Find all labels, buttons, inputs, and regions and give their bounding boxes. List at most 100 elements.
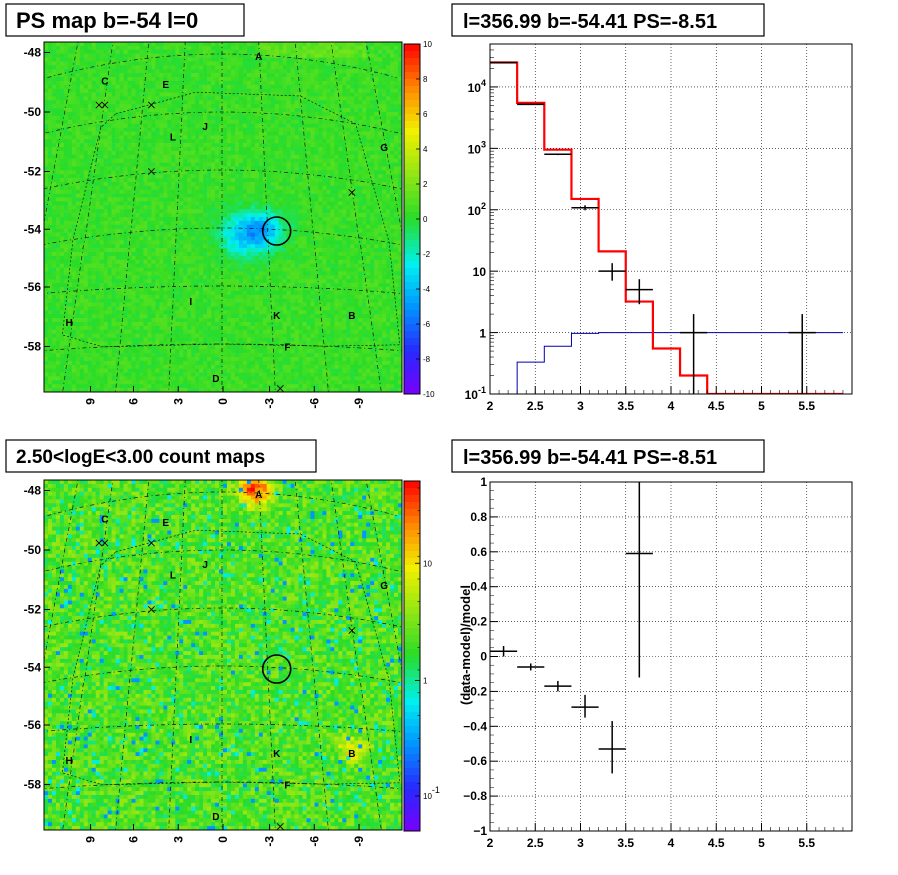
source-label-f: F <box>284 343 290 354</box>
residual-point <box>625 482 653 678</box>
y-tick-label: 0.2 <box>470 615 487 629</box>
residual-panel: l=356.99 b=-54.41 PS=-8.51 (data-model)/… <box>451 439 853 850</box>
excluded-source-marker <box>348 188 356 197</box>
colorbar-tick-label: 1 <box>423 677 428 686</box>
excluded-source-marker <box>95 101 103 109</box>
source-label-b: B <box>348 749 355 760</box>
x-tick-label: 0 <box>216 836 230 843</box>
y-tick-label: -48 <box>24 46 42 60</box>
colorbar-tick-label: 10 <box>423 40 432 49</box>
target-circle <box>261 654 292 684</box>
residual-title: l=356.99 b=-54.41 PS=-8.51 <box>463 447 717 469</box>
excluded-source-marker <box>101 101 109 109</box>
x-tick-label: 3.5 <box>617 399 634 413</box>
x-tick-label: 6 <box>127 398 141 405</box>
colorbar-tick-label: -2 <box>423 250 431 259</box>
y-tick-label: −1 <box>473 824 487 838</box>
residual-ylabel: (data-model)/model <box>458 585 473 705</box>
x-tick-label: -3 <box>263 836 277 847</box>
y-tick-label: -52 <box>24 165 42 179</box>
y-tick-label: 0.4 <box>470 580 487 594</box>
count-map-axes: -48 -50 -52 -54 -56 -58 9 6 3 0 -3 -6 -9 <box>24 484 366 847</box>
source-label-g: G <box>380 143 388 154</box>
colorbar-tick-label: 8 <box>423 75 428 84</box>
colorbar-tick-label: -8 <box>423 355 431 364</box>
colorbar-tick-label: -4 <box>423 285 431 294</box>
y-tick-label: 1 <box>480 475 487 489</box>
data-point <box>788 314 816 394</box>
excluded-source-marker <box>147 605 155 614</box>
excluded-source-marker <box>147 167 155 176</box>
x-tick-label: 4 <box>668 836 675 850</box>
y-tick-label: −0.8 <box>463 789 487 803</box>
x-tick-label: 5 <box>758 836 765 850</box>
colorbar-tick-label: 10-1 <box>423 785 440 801</box>
excluded-source-marker <box>147 101 155 109</box>
source-label-a: A <box>255 490 262 501</box>
ps-map-title: PS map b=-54 l=0 <box>16 8 198 33</box>
y-tick-label: -50 <box>24 105 42 119</box>
source-label-f: F <box>284 781 290 792</box>
y-tick-label: 102 <box>468 201 486 218</box>
y-tick-label: -58 <box>24 340 42 354</box>
x-tick-label: 6 <box>127 836 141 843</box>
colorbar-tick-label: 6 <box>423 110 428 119</box>
x-tick-label: 2 <box>487 836 494 850</box>
x-tick-label: 4.5 <box>708 399 725 413</box>
x-tick-label: 2 <box>487 399 494 413</box>
source-label-j: J <box>202 122 208 133</box>
y-tick-label: −0.4 <box>463 719 487 733</box>
source-label-d: D <box>212 374 219 385</box>
x-tick-label: 3 <box>577 399 584 413</box>
x-tick-label: 3 <box>171 398 185 405</box>
source-label-j: J <box>202 560 208 571</box>
source-label-h: H <box>65 756 72 767</box>
x-tick-label: 3.5 <box>617 836 634 850</box>
source-label-l: L <box>170 133 176 144</box>
ps-map-axes: -48 -50 -52 -54 -56 -58 9 6 3 0 -3 -6 -9 <box>24 46 366 409</box>
x-tick-label: 3 <box>171 836 185 843</box>
ps-map-panel: PS map b=-54 l=0 A B C D E F G H I J K L 10 8 6 4 2 0 -2 -… <box>5 3 435 409</box>
x-tick-label: -9 <box>352 398 366 409</box>
spectrum-panel: l=356.99 b=-54.41 PS=-8.51 2 2.5 3 3.5 4 4.5 5… <box>451 3 853 413</box>
residual-point <box>490 646 518 657</box>
y-tick-label: 10 <box>473 265 487 279</box>
x-tick-label: 5 <box>758 399 765 413</box>
excluded-source-marker <box>276 384 284 392</box>
y-tick-label: -58 <box>24 778 42 792</box>
x-tick-label: 4.5 <box>708 836 725 850</box>
residual-title-box <box>451 439 765 473</box>
source-label-k: K <box>273 749 281 760</box>
source-label-l: L <box>170 571 176 582</box>
y-tick-label: -56 <box>24 280 42 294</box>
source-label-c: C <box>101 515 108 526</box>
colorbar-tick-label: -10 <box>423 390 435 399</box>
source-label-e: E <box>162 518 169 529</box>
data-point <box>544 153 572 156</box>
source-label-i: I <box>189 297 192 308</box>
y-tick-label: −0.6 <box>463 754 487 768</box>
colorbar-tick-label: -6 <box>423 320 431 329</box>
residual-point <box>544 680 572 692</box>
data-point <box>517 103 545 106</box>
excluded-source-marker <box>276 822 284 830</box>
colorbar-tick-label: 4 <box>423 145 428 154</box>
x-tick-label: -9 <box>352 836 366 847</box>
colorbar-tick-label: 0 <box>423 215 428 224</box>
count-map-title-box <box>5 439 317 473</box>
y-tick-label: 0.6 <box>470 545 487 559</box>
x-tick-label: -3 <box>263 398 277 409</box>
x-tick-label: 2.5 <box>527 399 544 413</box>
source-label-h: H <box>65 318 72 329</box>
spectrum-title: l=356.99 b=-54.41 PS=-8.51 <box>463 11 717 33</box>
x-tick-label: 9 <box>84 398 98 405</box>
y-tick-label: -56 <box>24 718 42 732</box>
x-tick-label: 5.5 <box>798 399 815 413</box>
y-tick-label: -54 <box>24 222 42 236</box>
y-tick-label: −0.2 <box>463 684 487 698</box>
ps-map-colorbar: 10 8 6 4 2 0 -2 -4 -6 -8 -10 <box>403 40 435 399</box>
data-point <box>598 263 626 281</box>
colorbar-tick-label: 10 <box>423 559 432 568</box>
